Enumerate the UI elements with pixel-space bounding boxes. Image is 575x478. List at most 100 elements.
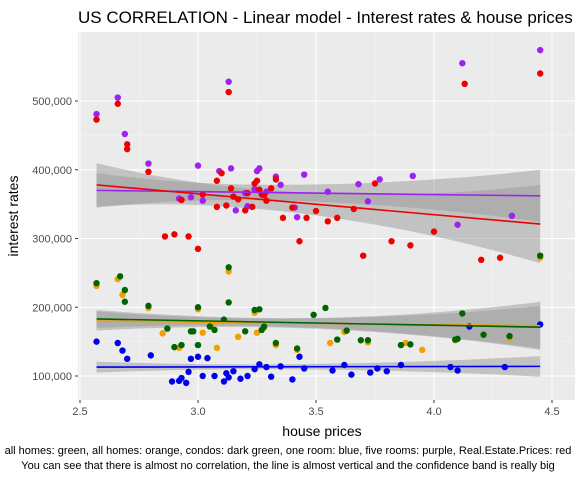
data-point (185, 368, 192, 376)
data-point (161, 233, 169, 240)
y-tick-label: 300,000 (32, 234, 72, 246)
data-point (272, 176, 280, 183)
data-point (508, 212, 516, 220)
y-tick-label: 400,000 (32, 165, 72, 177)
data-point (267, 373, 275, 380)
data-point (225, 78, 232, 85)
data-point (171, 231, 178, 238)
data-point (232, 207, 239, 214)
data-point (242, 207, 249, 214)
data-point (256, 165, 263, 172)
y-axis-title: interest rates (5, 176, 21, 257)
data-point (260, 323, 268, 330)
data-point (256, 186, 263, 193)
data-point (230, 367, 237, 375)
y-tick-label: 500,000 (32, 96, 72, 108)
data-point (312, 207, 320, 215)
data-point (277, 181, 284, 189)
data-point (227, 185, 235, 192)
data-point (348, 371, 355, 378)
data-point (397, 341, 405, 349)
data-points (93, 46, 544, 387)
x-tick-label: 3.0 (190, 406, 205, 418)
data-point (121, 298, 129, 305)
data-point (242, 328, 249, 335)
data-point (190, 328, 197, 335)
data-point (124, 145, 131, 153)
data-point (218, 169, 225, 177)
data-point (461, 80, 468, 88)
data-point (234, 333, 242, 341)
data-point (244, 189, 251, 197)
caption-line-1: all homes: green, all homes: orange, con… (5, 445, 572, 457)
x-axis: 2.5 3.0 3.5 4.0 4.5 (72, 400, 560, 418)
data-point (364, 198, 372, 205)
data-point (303, 214, 310, 222)
fit-line (96, 318, 541, 328)
data-point (310, 311, 317, 319)
data-point (164, 325, 171, 332)
data-point (267, 185, 275, 192)
data-point (329, 367, 336, 374)
data-point (178, 196, 185, 204)
data-point (407, 341, 414, 348)
data-point (326, 339, 334, 347)
data-point (496, 254, 504, 261)
data-point (124, 141, 131, 148)
data-point (260, 191, 268, 199)
data-point (251, 185, 258, 193)
data-point (213, 344, 221, 352)
data-point (199, 197, 206, 204)
data-point (478, 256, 485, 264)
confidence-band (96, 163, 541, 264)
data-point (199, 329, 206, 336)
data-point (185, 233, 192, 240)
data-point (419, 346, 426, 354)
data-point (145, 168, 152, 176)
data-point (223, 202, 230, 209)
data-point (204, 354, 211, 362)
data-point (364, 337, 372, 344)
data-point (145, 302, 152, 310)
data-point (194, 245, 202, 253)
data-point (227, 165, 235, 172)
data-point (147, 352, 154, 359)
data-point (334, 336, 341, 343)
data-point (371, 180, 379, 187)
data-point (454, 367, 461, 374)
data-point (343, 327, 350, 334)
data-point (114, 339, 121, 347)
data-point (121, 286, 129, 294)
data-point (225, 374, 232, 381)
x-tick-label: 4.5 (544, 406, 559, 418)
data-point (178, 374, 185, 382)
data-point (357, 337, 365, 344)
data-point (121, 130, 129, 138)
data-point (145, 160, 152, 167)
data-point (506, 332, 513, 340)
x-tick-label: 4.0 (426, 406, 441, 418)
data-point (454, 335, 461, 343)
data-point (194, 304, 202, 311)
data-point (237, 375, 244, 382)
data-point (194, 353, 202, 360)
data-point (213, 203, 221, 211)
data-point (454, 221, 461, 228)
data-point (480, 331, 487, 338)
caption-line-2: You can see that there is almost no corr… (21, 460, 554, 472)
data-point (220, 378, 228, 385)
data-point (537, 70, 544, 77)
data-point (301, 171, 308, 178)
data-point (355, 180, 362, 188)
data-point (383, 367, 390, 375)
data-point (211, 372, 218, 380)
data-point (225, 88, 232, 96)
data-point (114, 100, 121, 107)
data-point (388, 238, 395, 245)
data-point (168, 378, 176, 385)
data-point (225, 264, 232, 271)
data-point (93, 110, 100, 118)
data-point (407, 242, 414, 249)
data-point (244, 372, 251, 380)
data-point (187, 355, 195, 363)
